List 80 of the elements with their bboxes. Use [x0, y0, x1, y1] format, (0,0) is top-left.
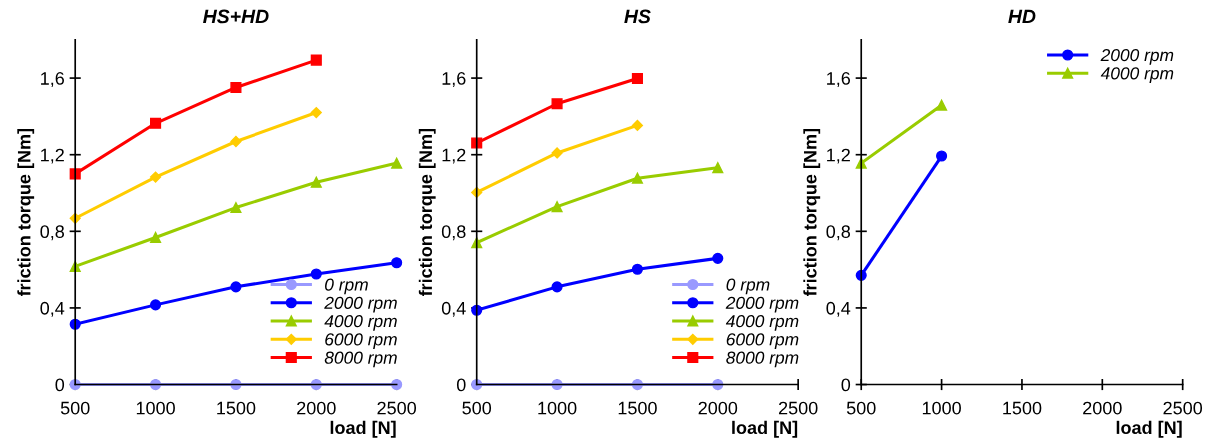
point — [631, 263, 643, 275]
x-tick-label: 1000 — [922, 401, 961, 415]
chart-title: HD — [1008, 9, 1036, 24]
legend-label: 2000 rpm — [725, 296, 799, 313]
legend-label: 4000 rpm — [324, 314, 397, 331]
x-tick-label: 1500 — [1003, 401, 1042, 415]
x-axis-title: load [N] — [732, 420, 798, 438]
point — [631, 119, 644, 132]
point — [310, 106, 322, 119]
legend-label: 4000 rpm — [1100, 67, 1174, 83]
point — [310, 176, 322, 188]
point — [712, 378, 724, 391]
x-tick-label: 1000 — [136, 401, 175, 415]
point — [150, 299, 162, 311]
x-axis-title: load [N] — [330, 420, 396, 438]
y-tick-label: 0,4 — [441, 301, 466, 317]
point — [150, 117, 162, 129]
point — [631, 172, 643, 184]
y-axis-title: friction torque [Nm] — [418, 128, 436, 297]
x-tick-label: 2000 — [297, 401, 336, 415]
y-tick-label: 0 — [456, 378, 466, 392]
point — [631, 72, 643, 85]
y-tick-label: 0,8 — [441, 225, 466, 241]
legend-label: 8000 rpm — [726, 351, 799, 368]
point — [936, 150, 948, 162]
legend-label: 2000 rpm — [1100, 48, 1174, 65]
x-tick-label: 1000 — [538, 401, 577, 415]
x-tick-label: 2500 — [1163, 401, 1203, 415]
legend-label: 0 rpm — [325, 278, 368, 295]
legend-label: 6000 rpm — [726, 333, 799, 349]
point — [391, 257, 403, 269]
legend-label: 2000 rpm — [324, 296, 397, 313]
y-tick-label: 1,6 — [827, 72, 851, 87]
point — [230, 202, 242, 214]
point — [391, 157, 403, 169]
x-tick-label: 500 — [60, 401, 90, 415]
y-tick-label: 1,2 — [41, 148, 64, 164]
legend-label: 0 rpm — [726, 278, 770, 295]
x-tick-label: 2000 — [698, 401, 738, 415]
y-tick-label: 1,2 — [827, 148, 850, 164]
x-tick-label: 1500 — [618, 401, 657, 415]
legend-label: 4000 rpm — [725, 314, 799, 331]
x-tick-label: 2000 — [1083, 401, 1122, 415]
y-tick-label: 0,4 — [826, 301, 851, 317]
x-tick-label: 500 — [846, 401, 876, 415]
y-tick-label: 0,4 — [40, 301, 65, 317]
y-tick-label: 0 — [55, 378, 65, 392]
point — [551, 98, 563, 110]
point — [149, 171, 162, 183]
chart-title: HS — [624, 9, 651, 24]
point — [936, 99, 948, 111]
x-tick-label: 500 — [462, 401, 492, 415]
point — [551, 201, 563, 213]
y-tick-label: 1,6 — [41, 72, 64, 87]
point — [631, 378, 643, 391]
y-tick-label: 0,8 — [40, 225, 65, 241]
y-tick-label: 1,2 — [442, 148, 466, 164]
x-tick-label: 2500 — [377, 401, 417, 415]
point — [712, 252, 724, 264]
point — [230, 81, 242, 94]
y-tick-label: 1,6 — [442, 72, 466, 87]
y-axis-title: friction torque [Nm] — [803, 128, 821, 297]
point — [551, 281, 563, 293]
y-tick-label: 0 — [841, 378, 851, 392]
x-tick-label: 2500 — [778, 401, 818, 415]
legend-label: 6000 rpm — [325, 333, 397, 349]
point — [712, 162, 724, 174]
point — [391, 378, 403, 391]
point — [230, 281, 242, 293]
x-axis-title: load [N] — [1116, 420, 1182, 438]
chart-title: HS+HD — [203, 9, 269, 24]
y-axis-title: friction torque [Nm] — [17, 128, 35, 297]
point — [310, 268, 322, 280]
y-tick-label: 0,8 — [826, 225, 851, 241]
point — [310, 54, 322, 66]
point — [150, 231, 162, 243]
x-tick-label: 1500 — [217, 401, 256, 415]
point — [230, 135, 242, 148]
legend-label: 8000 rpm — [324, 351, 397, 368]
point — [150, 378, 162, 391]
